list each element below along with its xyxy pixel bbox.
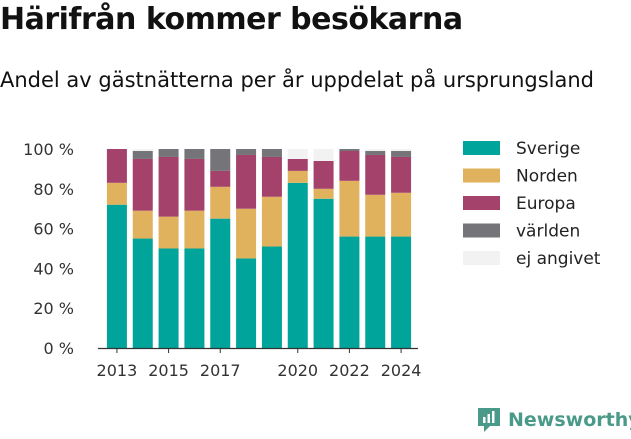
legend-label: Sverige <box>516 139 580 159</box>
bar-segment <box>391 149 412 151</box>
bars <box>106 149 412 348</box>
bar-segment <box>158 248 179 348</box>
bar-segment <box>158 156 179 217</box>
bar-segment <box>210 149 231 171</box>
bar-segment <box>106 204 127 348</box>
bar-segment <box>210 218 231 348</box>
brand-logo: Newsworthy <box>476 406 631 434</box>
chart-title: Härifrån kommer besökarna <box>0 2 463 37</box>
bar-segment <box>261 156 282 197</box>
bar-segment <box>158 149 179 157</box>
bar-segment <box>365 149 386 151</box>
x-tick-label: 2015 <box>148 361 189 380</box>
bar-segment <box>339 149 360 151</box>
legend-label: världen <box>516 222 580 242</box>
y-axis-labels: 0 % 20 % 40 % 60 % 80 % 100 % <box>23 140 74 358</box>
x-tick-label: 2013 <box>97 361 138 380</box>
newsworthy-logo-icon <box>478 408 500 432</box>
legend-swatch <box>463 196 500 210</box>
bar-segment <box>261 246 282 348</box>
bar-segment <box>132 158 153 211</box>
bar-segment <box>339 180 360 237</box>
legend-label: Europa <box>516 194 576 214</box>
bar-segment <box>106 149 127 183</box>
bar-segment <box>287 158 308 171</box>
bar-segment <box>365 150 386 155</box>
bar-segment <box>106 182 127 205</box>
bar-segment <box>210 170 231 187</box>
bar-segment <box>236 154 257 209</box>
bar-segment <box>391 156 412 193</box>
y-tick-label: 40 % <box>33 259 74 278</box>
legend-label: ej angivet <box>516 249 601 269</box>
bar-segment <box>391 192 412 237</box>
bar-segment <box>210 186 231 219</box>
x-tick-label: 2024 <box>381 361 422 380</box>
bar-segment <box>184 248 205 348</box>
y-tick-label: 60 % <box>33 220 74 239</box>
bar-segment <box>313 160 334 189</box>
bar-segment <box>365 154 386 195</box>
bar-segment <box>184 158 205 211</box>
bar-segment <box>132 149 153 151</box>
bar-segment <box>184 210 205 249</box>
y-tick-label: 0 % <box>44 339 74 358</box>
bar-segment <box>132 150 153 159</box>
bar-segment <box>287 149 308 159</box>
y-tick-label: 100 % <box>23 140 74 159</box>
bar-segment <box>132 210 153 239</box>
bar-segment <box>236 208 257 259</box>
bar-segment <box>261 149 282 157</box>
x-tick-label: 2017 <box>200 361 241 380</box>
bar-segment <box>339 236 360 348</box>
bar-segment <box>391 236 412 348</box>
legend-swatch <box>463 223 500 238</box>
chart-subtitle: Andel av gästnätterna per år uppdelat på… <box>0 68 594 92</box>
x-tick-label: 2020 <box>277 361 318 380</box>
bar-segment <box>365 236 386 348</box>
bar-segment <box>287 182 308 348</box>
bar-segment <box>184 149 205 159</box>
bar-segment <box>261 196 282 247</box>
x-axis-labels: 2013 2015 2017 2020 2022 2024 <box>97 348 422 380</box>
legend: Sverige Norden Europa världen ej angivet <box>463 139 601 269</box>
brand-name: Newsworthy <box>508 409 631 431</box>
legend-swatch <box>463 168 500 183</box>
y-tick-label: 80 % <box>33 180 74 199</box>
bar-segment <box>313 188 334 199</box>
bar-segment <box>313 198 334 348</box>
bar-segment <box>365 194 386 237</box>
bar-segment <box>313 149 334 161</box>
bar-segment <box>391 150 412 157</box>
bar-segment <box>132 238 153 348</box>
bar-segment <box>158 216 179 249</box>
bar-segment <box>287 170 308 183</box>
bar-segment <box>339 150 360 181</box>
legend-swatch <box>463 251 500 265</box>
bar-segment <box>236 258 257 348</box>
legend-swatch <box>463 141 500 155</box>
y-tick-label: 20 % <box>33 299 74 318</box>
x-tick-label: 2022 <box>329 361 370 380</box>
legend-label: Norden <box>516 167 578 187</box>
bar-segment <box>236 149 257 155</box>
